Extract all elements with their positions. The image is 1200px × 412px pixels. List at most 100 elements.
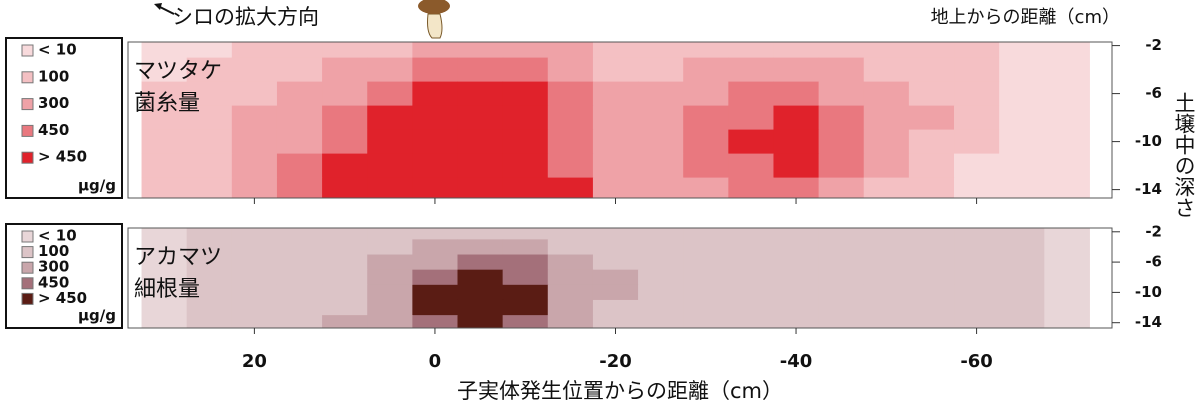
x-tick-label: -60 [960,351,993,372]
x-axis-label: 子実体発生位置からの距離（cm） [457,379,783,403]
heat-cell [593,228,639,240]
heat-cell [864,42,910,58]
heat-cell [819,315,865,328]
heat-cell [548,82,594,107]
heat-cell [187,178,233,199]
heat-cell [593,315,639,328]
legend-swatch [22,278,33,289]
heat-cell [773,106,819,131]
heat-cell [954,106,1000,131]
heat-cell [277,270,323,286]
heat-cell [548,300,594,316]
panel-title: 菌糸量 [134,91,200,116]
heat-cell [503,300,549,316]
heat-cell [819,42,865,58]
heat-cell [277,300,323,316]
y-tick-label: -6 [1145,253,1162,271]
heat-cell [277,285,323,301]
heat-cell [503,106,549,131]
heat-cell [277,58,323,83]
heat-cell [232,178,278,199]
arrow-head [154,3,162,10]
heat-cell [909,228,955,240]
heat-cell [864,82,910,107]
heat-cell [1044,82,1090,107]
heat-cell [864,58,910,83]
heat-cell [503,178,549,199]
heat-cell [458,255,504,271]
legend-frame [6,38,122,198]
heat-cell [322,270,368,286]
heat-cell [909,130,955,155]
heat-cell [773,270,819,286]
heat-cell [773,239,819,255]
heat-cell [548,285,594,301]
legend-label: 450 [38,121,69,139]
heat-cell [683,300,729,316]
heat-cell [1044,285,1090,301]
heat-cell [999,130,1045,155]
heat-cell [819,82,865,107]
heat-cell [593,178,639,199]
heat-cell [187,154,233,179]
heat-cell [367,154,413,179]
heat-cell [277,178,323,199]
heat-cell [322,315,368,328]
y-tick-label: -6 [1145,84,1162,102]
heat-cell [503,154,549,179]
heat-cell [503,42,549,58]
heat-cell [593,239,639,255]
heat-cell [819,178,865,199]
heat-cell [819,285,865,301]
top-right-label: 地上からの距離（cm） [931,7,1120,28]
heat-cell [999,228,1045,240]
figure: シロの拡大方向 地上からの距離（cm） 土壌中の深さ 子実体発生位置からの距離（… [0,0,1200,412]
heat-cell [638,270,684,286]
legend-swatch [22,262,33,273]
heat-cell [232,106,278,131]
heat-cell [458,130,504,155]
heat-cell [954,239,1000,255]
heat-cell [999,58,1045,83]
panel-title: アカマツ [134,245,222,270]
heat-cell [954,315,1000,328]
heat-cell [773,130,819,155]
heat-cell [548,42,594,58]
heat-cell [909,270,955,286]
heat-cell [683,42,729,58]
heat-cell [548,228,594,240]
heat-cell [503,239,549,255]
heat-cell [638,228,684,240]
heat-cell [412,239,458,255]
heat-cell [367,42,413,58]
heat-cell [548,315,594,328]
heat-cell [999,154,1045,179]
heat-cell [548,255,594,271]
heat-cell [322,285,368,301]
heat-cell [909,300,955,316]
heat-cell [1044,239,1090,255]
heat-cell [367,285,413,301]
heat-cell [999,178,1045,199]
heat-cell [277,228,323,240]
heat-cell [458,285,504,301]
heat-cell [864,178,910,199]
heat-cell [503,228,549,240]
legend-swatch [22,152,33,163]
heat-cell [954,178,1000,199]
heat-cell [864,154,910,179]
heat-cell [728,228,774,240]
heat-cell [503,58,549,83]
heat-cell [909,178,955,199]
heat-cell [864,255,910,271]
heat-cell [683,154,729,179]
heat-cell [412,255,458,271]
heat-cell [773,82,819,107]
heat-cell [728,315,774,328]
heat-cell [322,42,368,58]
heat-cell [954,42,1000,58]
heat-cell [683,178,729,199]
heat-cell [412,178,458,199]
heat-cell [819,58,865,83]
legend-unit: µg/g [78,307,116,325]
